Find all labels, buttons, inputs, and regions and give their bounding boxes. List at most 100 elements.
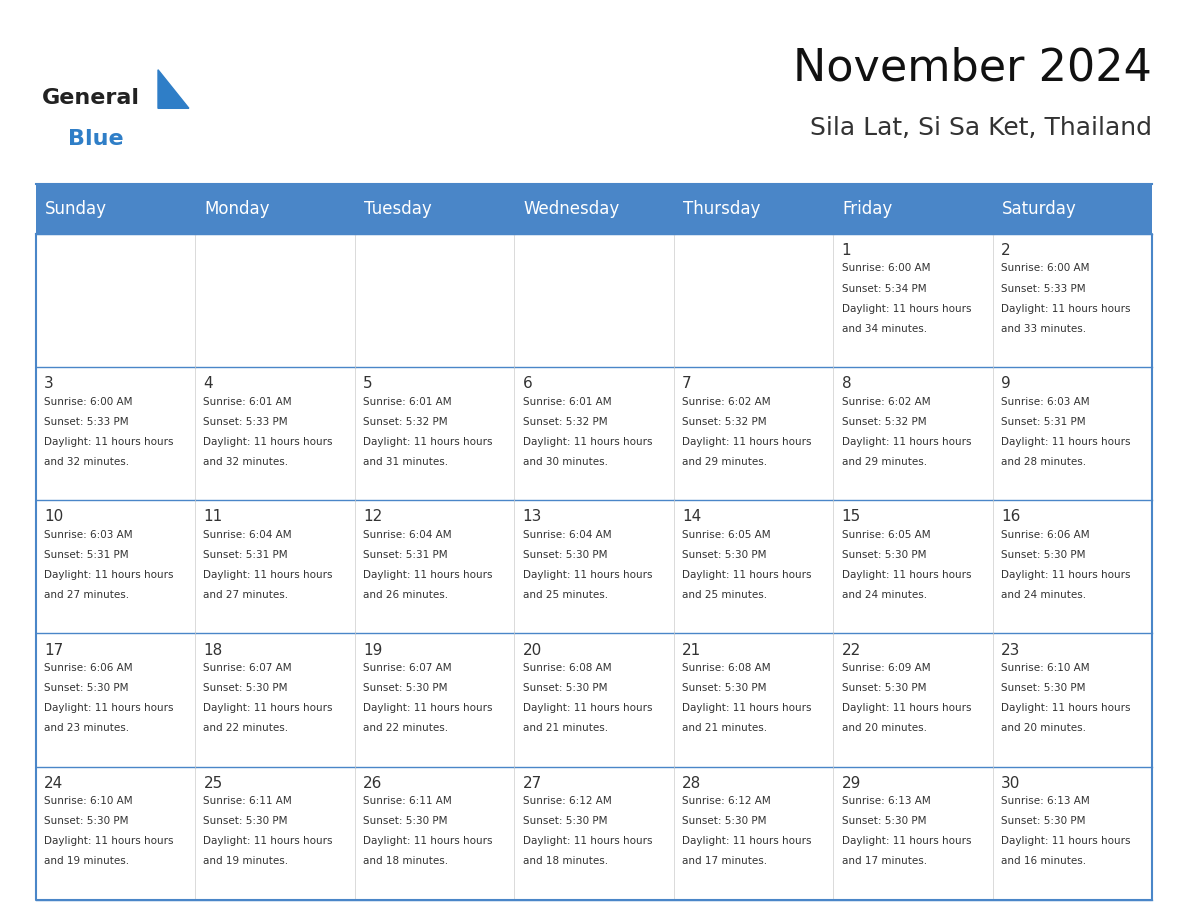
Text: Sunset: 5:33 PM: Sunset: 5:33 PM bbox=[44, 417, 128, 427]
Text: Sunrise: 6:08 AM: Sunrise: 6:08 AM bbox=[523, 663, 611, 673]
Text: and 32 minutes.: and 32 minutes. bbox=[44, 457, 129, 467]
Text: and 24 minutes.: and 24 minutes. bbox=[1001, 590, 1086, 600]
Text: Sunrise: 6:03 AM: Sunrise: 6:03 AM bbox=[1001, 397, 1089, 407]
Text: Sunset: 5:30 PM: Sunset: 5:30 PM bbox=[841, 550, 927, 560]
Text: Sunrise: 6:04 AM: Sunrise: 6:04 AM bbox=[203, 530, 292, 540]
Text: Daylight: 11 hours hours: Daylight: 11 hours hours bbox=[364, 836, 493, 846]
Text: Sunset: 5:31 PM: Sunset: 5:31 PM bbox=[44, 550, 128, 560]
Bar bbox=[36, 767, 195, 900]
Text: Daylight: 11 hours hours: Daylight: 11 hours hours bbox=[841, 570, 971, 580]
Text: Sunset: 5:30 PM: Sunset: 5:30 PM bbox=[523, 683, 607, 693]
Bar bbox=[833, 367, 993, 500]
Text: 13: 13 bbox=[523, 509, 542, 524]
Text: Daylight: 11 hours hours: Daylight: 11 hours hours bbox=[523, 437, 652, 447]
Text: Sunset: 5:30 PM: Sunset: 5:30 PM bbox=[44, 816, 128, 826]
Text: 28: 28 bbox=[682, 776, 701, 790]
Bar bbox=[36, 633, 195, 767]
Text: Daylight: 11 hours hours: Daylight: 11 hours hours bbox=[203, 836, 333, 846]
Bar bbox=[195, 234, 355, 367]
Text: 25: 25 bbox=[203, 776, 222, 790]
Text: Sunrise: 6:13 AM: Sunrise: 6:13 AM bbox=[1001, 796, 1089, 806]
Text: and 20 minutes.: and 20 minutes. bbox=[1001, 723, 1086, 733]
Text: and 22 minutes.: and 22 minutes. bbox=[364, 723, 448, 733]
Text: Daylight: 11 hours hours: Daylight: 11 hours hours bbox=[523, 836, 652, 846]
Text: and 24 minutes.: and 24 minutes. bbox=[841, 590, 927, 600]
Text: Sunrise: 6:10 AM: Sunrise: 6:10 AM bbox=[1001, 663, 1089, 673]
Text: and 26 minutes.: and 26 minutes. bbox=[364, 590, 448, 600]
Text: Daylight: 11 hours hours: Daylight: 11 hours hours bbox=[364, 570, 493, 580]
Text: 2: 2 bbox=[1001, 243, 1011, 258]
Text: Sunset: 5:31 PM: Sunset: 5:31 PM bbox=[1001, 417, 1086, 427]
Text: Daylight: 11 hours hours: Daylight: 11 hours hours bbox=[203, 703, 333, 713]
Text: 15: 15 bbox=[841, 509, 861, 524]
Text: Daylight: 11 hours hours: Daylight: 11 hours hours bbox=[1001, 304, 1131, 314]
Text: Sunset: 5:30 PM: Sunset: 5:30 PM bbox=[44, 683, 128, 693]
Text: and 21 minutes.: and 21 minutes. bbox=[523, 723, 608, 733]
Bar bbox=[674, 500, 833, 633]
Text: Sunrise: 6:01 AM: Sunrise: 6:01 AM bbox=[203, 397, 292, 407]
Text: 24: 24 bbox=[44, 776, 63, 790]
Text: 20: 20 bbox=[523, 643, 542, 657]
Text: Daylight: 11 hours hours: Daylight: 11 hours hours bbox=[364, 703, 493, 713]
Text: and 22 minutes.: and 22 minutes. bbox=[203, 723, 289, 733]
Text: 3: 3 bbox=[44, 376, 53, 391]
Text: and 19 minutes.: and 19 minutes. bbox=[44, 856, 129, 867]
Text: 6: 6 bbox=[523, 376, 532, 391]
Text: Daylight: 11 hours hours: Daylight: 11 hours hours bbox=[682, 703, 811, 713]
Text: and 25 minutes.: and 25 minutes. bbox=[682, 590, 767, 600]
Text: and 27 minutes.: and 27 minutes. bbox=[203, 590, 289, 600]
Text: Sunrise: 6:06 AM: Sunrise: 6:06 AM bbox=[1001, 530, 1089, 540]
Text: Sunset: 5:33 PM: Sunset: 5:33 PM bbox=[203, 417, 289, 427]
Bar bbox=[195, 767, 355, 900]
Text: 22: 22 bbox=[841, 643, 861, 657]
Bar bbox=[993, 500, 1152, 633]
Text: Sunrise: 6:01 AM: Sunrise: 6:01 AM bbox=[364, 397, 451, 407]
Text: and 27 minutes.: and 27 minutes. bbox=[44, 590, 129, 600]
Text: Daylight: 11 hours hours: Daylight: 11 hours hours bbox=[1001, 703, 1131, 713]
Text: 19: 19 bbox=[364, 643, 383, 657]
Bar bbox=[993, 633, 1152, 767]
Bar bbox=[36, 234, 195, 367]
Text: Daylight: 11 hours hours: Daylight: 11 hours hours bbox=[203, 437, 333, 447]
Text: Sunrise: 6:00 AM: Sunrise: 6:00 AM bbox=[1001, 263, 1089, 274]
Text: and 33 minutes.: and 33 minutes. bbox=[1001, 324, 1086, 334]
Text: Sunrise: 6:02 AM: Sunrise: 6:02 AM bbox=[682, 397, 771, 407]
Text: Thursday: Thursday bbox=[683, 200, 760, 218]
Text: Sunset: 5:34 PM: Sunset: 5:34 PM bbox=[841, 284, 927, 294]
Text: Sunday: Sunday bbox=[45, 200, 107, 218]
Bar bbox=[674, 767, 833, 900]
Text: and 21 minutes.: and 21 minutes. bbox=[682, 723, 767, 733]
Text: Sunset: 5:32 PM: Sunset: 5:32 PM bbox=[841, 417, 927, 427]
Text: Sunrise: 6:07 AM: Sunrise: 6:07 AM bbox=[203, 663, 292, 673]
Text: 8: 8 bbox=[841, 376, 852, 391]
Bar bbox=[833, 234, 993, 367]
Bar bbox=[195, 633, 355, 767]
Bar bbox=[833, 767, 993, 900]
Text: Daylight: 11 hours hours: Daylight: 11 hours hours bbox=[682, 437, 811, 447]
Text: Sunset: 5:31 PM: Sunset: 5:31 PM bbox=[203, 550, 289, 560]
Text: 27: 27 bbox=[523, 776, 542, 790]
Text: Daylight: 11 hours hours: Daylight: 11 hours hours bbox=[44, 836, 173, 846]
Text: Sunset: 5:30 PM: Sunset: 5:30 PM bbox=[841, 816, 927, 826]
Text: Daylight: 11 hours hours: Daylight: 11 hours hours bbox=[841, 437, 971, 447]
Text: Sila Lat, Si Sa Ket, Thailand: Sila Lat, Si Sa Ket, Thailand bbox=[810, 116, 1152, 140]
Text: Sunrise: 6:05 AM: Sunrise: 6:05 AM bbox=[841, 530, 930, 540]
Text: and 25 minutes.: and 25 minutes. bbox=[523, 590, 608, 600]
Bar bbox=[833, 500, 993, 633]
Text: Sunset: 5:30 PM: Sunset: 5:30 PM bbox=[523, 816, 607, 826]
Bar bbox=[514, 367, 674, 500]
Text: Sunrise: 6:04 AM: Sunrise: 6:04 AM bbox=[364, 530, 451, 540]
Bar bbox=[36, 500, 195, 633]
Text: Sunset: 5:33 PM: Sunset: 5:33 PM bbox=[1001, 284, 1086, 294]
Text: Sunrise: 6:13 AM: Sunrise: 6:13 AM bbox=[841, 796, 930, 806]
Text: Sunrise: 6:00 AM: Sunrise: 6:00 AM bbox=[841, 263, 930, 274]
Text: Saturday: Saturday bbox=[1003, 200, 1078, 218]
Text: Sunset: 5:30 PM: Sunset: 5:30 PM bbox=[364, 816, 448, 826]
Text: and 34 minutes.: and 34 minutes. bbox=[841, 324, 927, 334]
Text: Sunset: 5:30 PM: Sunset: 5:30 PM bbox=[1001, 816, 1086, 826]
Text: 26: 26 bbox=[364, 776, 383, 790]
Text: 12: 12 bbox=[364, 509, 383, 524]
Text: 11: 11 bbox=[203, 509, 222, 524]
Text: and 16 minutes.: and 16 minutes. bbox=[1001, 856, 1086, 867]
Text: Daylight: 11 hours hours: Daylight: 11 hours hours bbox=[44, 570, 173, 580]
